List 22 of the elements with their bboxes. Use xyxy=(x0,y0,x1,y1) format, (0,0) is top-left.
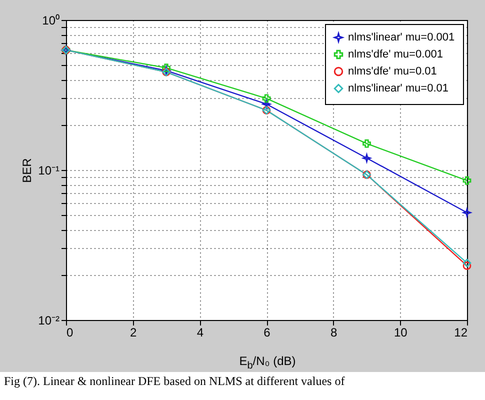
legend-label: nlms'dfe' mu=0.01 xyxy=(348,66,437,78)
legend-label: nlms'linear' mu=0.01 xyxy=(348,82,448,94)
text: Fig (7). Linear & nonlinear DFE based on NLMS at different values of xyxy=(0,372,485,391)
legend-label: nlms'linear' mu=0.001 xyxy=(348,32,455,44)
y-axis-title: BER xyxy=(20,158,34,183)
y-tick-label: 10⁰ xyxy=(42,14,60,28)
point xyxy=(462,262,472,270)
y-tick-label: 10⁻² xyxy=(38,314,60,328)
x-tick-label: 8 xyxy=(330,326,338,340)
point xyxy=(462,176,472,185)
point xyxy=(462,258,472,268)
y-tick-label: 10⁻¹ xyxy=(38,164,60,178)
x-tick-label: 0 xyxy=(66,326,74,340)
x-tick-label: 2 xyxy=(130,326,137,340)
point xyxy=(262,94,271,103)
point xyxy=(362,139,371,148)
x-tick-label: 10 xyxy=(394,326,408,340)
x-tick-label: 4 xyxy=(196,326,204,340)
x-tick-label: 6 xyxy=(264,326,271,340)
x-axis-title: E$_{b}$/N₀ (dB) xyxy=(238,354,297,372)
x-tick-label: 12 xyxy=(454,326,468,340)
legend-label: nlms'dfe' mu=0.001 xyxy=(348,48,444,60)
